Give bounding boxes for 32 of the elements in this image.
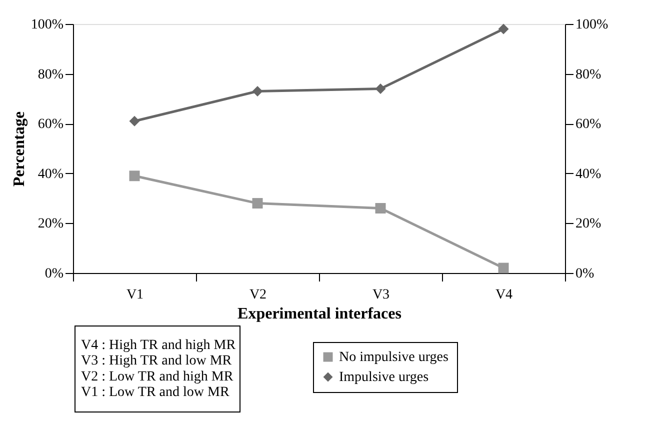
y-tick-label: 20%: [38, 216, 64, 232]
y-tick-label: 80%: [38, 67, 64, 82]
y2-tick-label: 60%: [576, 117, 602, 132]
text: V3 : High TR and low MR: [81, 354, 232, 369]
point: [252, 86, 263, 96]
legend-label: No impulsive urges: [339, 350, 448, 365]
y-tick-label: 0%: [44, 266, 64, 282]
y2-tick-label: 20%: [576, 216, 602, 232]
point: [129, 170, 140, 182]
y2-tick-label: 100%: [576, 18, 608, 32]
y-tick-label: 60%: [38, 117, 64, 132]
x-tick-label: V4: [495, 288, 513, 302]
y2-tick-label: 40%: [576, 166, 602, 182]
x-tick-label: V3: [372, 288, 390, 302]
y-tick-label: 100%: [30, 18, 64, 32]
point: [375, 203, 386, 214]
point: [498, 262, 509, 274]
point: [375, 83, 386, 94]
y-axis-title: Percentage: [10, 111, 28, 187]
x-axis-title: Experimental interfaces: [238, 306, 402, 322]
y2-tick-label: 80%: [576, 67, 602, 82]
y-tick-label: 40%: [38, 166, 64, 182]
point: [498, 24, 509, 34]
point: [129, 116, 140, 126]
point: [252, 198, 263, 209]
x-tick-label: V1: [126, 288, 144, 302]
text: V2 : Low TR and high MR: [81, 369, 234, 384]
y2-tick-label: 0%: [576, 266, 594, 282]
x-tick-label: V2: [249, 288, 267, 302]
legend-label: Impulsive urges: [339, 370, 429, 385]
text: V4 : High TR and high MR: [81, 338, 236, 353]
text: V1 : Low TR and low MR: [81, 385, 230, 400]
